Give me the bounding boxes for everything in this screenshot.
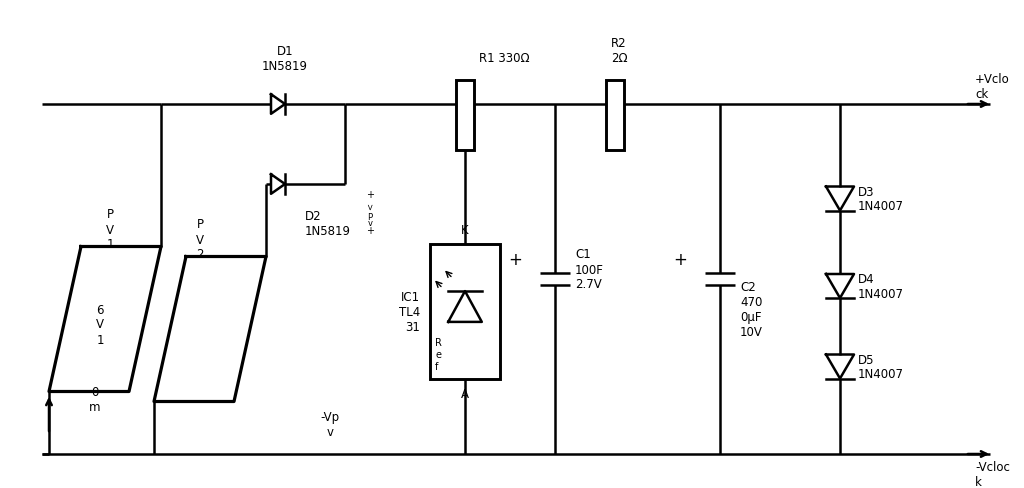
- Text: A: A: [461, 387, 469, 400]
- Text: K: K: [461, 224, 469, 237]
- Text: +: +: [366, 225, 374, 236]
- Text: D4
1N4007: D4 1N4007: [858, 272, 904, 301]
- Text: D5
1N4007: D5 1N4007: [858, 353, 904, 381]
- Text: <: <: [366, 203, 375, 210]
- Bar: [606, 81, 624, 150]
- Text: IC1
TL4
31: IC1 TL4 31: [398, 290, 420, 333]
- Bar: [456, 81, 474, 150]
- Text: -Vcloc
k: -Vcloc k: [975, 460, 1010, 488]
- Text: +: +: [508, 250, 522, 268]
- Text: -Vp
v: -Vp v: [321, 410, 340, 438]
- Text: C1
100F
2.7V: C1 100F 2.7V: [575, 248, 604, 291]
- Text: D1
1N5819: D1 1N5819: [262, 45, 308, 73]
- Text: R
e
f: R e f: [435, 338, 442, 371]
- Text: v: v: [368, 219, 373, 228]
- Text: +: +: [366, 190, 374, 200]
- Text: +Vclo
ck: +Vclo ck: [975, 73, 1010, 101]
- Bar: [430, 244, 500, 379]
- Text: R1 330Ω: R1 330Ω: [479, 52, 529, 65]
- Text: P
V
2: P V 2: [196, 218, 204, 261]
- Text: R2
2Ω: R2 2Ω: [611, 37, 628, 65]
- Text: 6
V
1: 6 V 1: [96, 303, 104, 346]
- Text: P: P: [368, 212, 373, 221]
- Text: D3
1N4007: D3 1N4007: [858, 185, 904, 213]
- Text: P
V
1: P V 1: [106, 208, 114, 251]
- Text: C2
470
0μF
10V: C2 470 0μF 10V: [740, 281, 763, 338]
- Text: +: +: [673, 250, 687, 268]
- Text: D2
1N5819: D2 1N5819: [305, 209, 351, 238]
- Text: 0
m: 0 m: [89, 385, 100, 413]
